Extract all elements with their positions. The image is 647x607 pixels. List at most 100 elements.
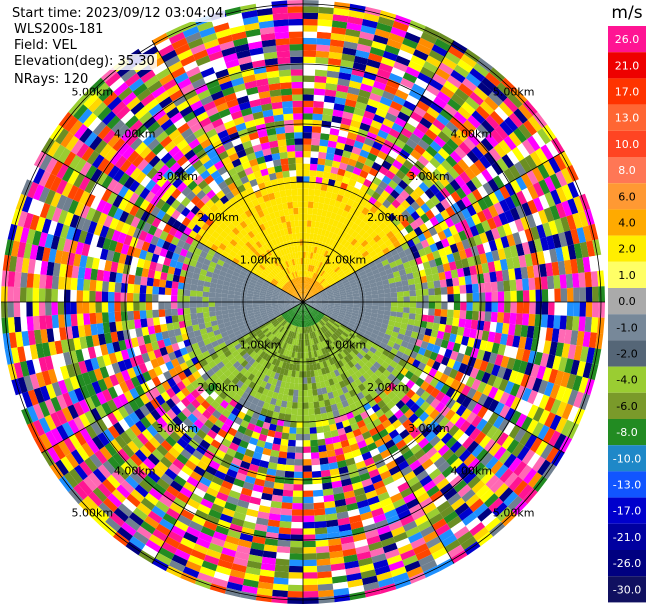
velocity-gate [472, 128, 486, 142]
velocity-gate [308, 271, 312, 278]
velocity-gate [545, 262, 554, 277]
velocity-gate [487, 412, 500, 426]
velocity-gate [39, 315, 47, 330]
velocity-gate [428, 259, 437, 268]
velocity-gate [427, 315, 435, 323]
velocity-gate [388, 128, 401, 139]
velocity-gate [585, 286, 593, 302]
velocity-gate [427, 419, 439, 431]
velocity-gate [338, 286, 345, 291]
velocity-gate [329, 198, 337, 207]
velocity-gate [108, 291, 115, 302]
velocity-gate [309, 303, 316, 306]
velocity-gate [114, 282, 122, 293]
velocity-gate [431, 360, 441, 371]
velocity-gate [133, 310, 141, 320]
velocity-gate [590, 271, 599, 287]
velocity-gate [538, 209, 549, 225]
velocity-gate [469, 67, 486, 82]
velocity-gate [38, 302, 46, 316]
velocity-gate [303, 396, 309, 403]
velocity-gate [592, 286, 599, 302]
velocity-gate [375, 108, 388, 119]
velocity-gate [363, 110, 376, 120]
velocity-gate [564, 358, 574, 374]
velocity-gate [482, 350, 492, 363]
velocity-gate [376, 313, 384, 319]
velocity-gate [324, 284, 331, 290]
velocity-gate [309, 252, 314, 259]
velocity-gate [309, 298, 316, 301]
velocity-gate [315, 315, 321, 321]
velocity-gate [370, 373, 379, 382]
velocity-gate [543, 249, 552, 264]
velocity-gate [430, 195, 441, 206]
velocity-gate [385, 170, 396, 180]
velocity-gate [324, 324, 330, 331]
velocity-gate [420, 66, 436, 79]
velocity-gate [369, 205, 379, 214]
velocity-gate [408, 337, 417, 345]
velocity-gate [555, 342, 564, 357]
velocity-gate [196, 290, 203, 297]
velocity-gate [416, 302, 423, 309]
velocity-gate [418, 347, 427, 356]
velocity-gate [303, 477, 313, 485]
velocity-gate [479, 155, 492, 169]
velocity-gate [549, 173, 562, 190]
velocity-gate [344, 34, 360, 44]
velocity-gate [421, 134, 434, 146]
velocity-gate [413, 49, 429, 61]
velocity-gate [366, 257, 374, 265]
velocity-gate [425, 384, 435, 395]
velocity-gate [412, 175, 424, 187]
velocity-gate [288, 565, 303, 573]
velocity-gate [397, 83, 412, 95]
velocity-gate [320, 215, 326, 223]
velocity-gate [322, 482, 333, 490]
velocity-gate [482, 207, 493, 221]
velocity-gate [544, 176, 556, 192]
velocity-gate [305, 270, 308, 278]
velocity-gate [425, 84, 441, 97]
velocity-gate [478, 311, 486, 322]
velocity-gate [311, 138, 321, 146]
velocity-gate [516, 143, 530, 159]
velocity-gate [152, 302, 159, 310]
velocity-gate [365, 173, 376, 183]
velocity-gate [373, 34, 389, 45]
velocity-gate [440, 356, 450, 366]
velocity-gate [350, 284, 358, 289]
velocity-gate [566, 373, 577, 390]
velocity-gate [547, 275, 555, 290]
velocity-gate [303, 0, 319, 7]
velocity-gate [349, 341, 357, 349]
velocity-gate [384, 292, 391, 298]
velocity-gate [335, 329, 343, 336]
velocity-gate [488, 386, 499, 400]
velocity-gate [196, 307, 203, 314]
velocity-gate [408, 413, 419, 424]
velocity-gate [440, 198, 451, 210]
velocity-gate [337, 284, 345, 289]
velocity-gate [438, 416, 450, 429]
velocity-gate [437, 230, 447, 241]
velocity-gate [101, 302, 109, 313]
velocity-gate [444, 217, 455, 228]
velocity-gate [410, 149, 422, 161]
velocity-gate [315, 267, 321, 274]
velocity-gate [391, 377, 401, 387]
velocity-gate [307, 306, 312, 312]
velocity-gate [423, 177, 434, 189]
velocity-gate [426, 236, 436, 246]
velocity-gate [285, 407, 292, 415]
velocity-gate [314, 274, 319, 281]
velocity-gate [531, 422, 545, 438]
velocity-gate [303, 591, 319, 598]
velocity-gate [488, 191, 500, 205]
velocity-gate [366, 58, 381, 69]
velocity-gate [495, 270, 504, 282]
velocity-gate [303, 509, 315, 516]
velocity-gate [554, 218, 565, 234]
velocity-gate [455, 210, 466, 222]
